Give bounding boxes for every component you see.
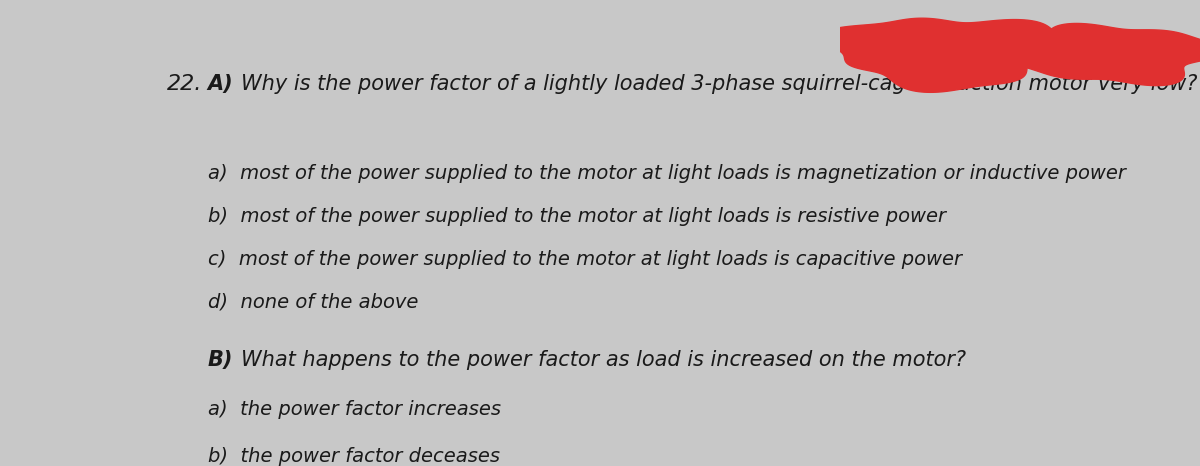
Text: A): A) [208, 74, 233, 94]
Text: b)  most of the power supplied to the motor at light loads is resistive power: b) most of the power supplied to the mot… [208, 206, 946, 226]
Polygon shape [821, 18, 1073, 92]
Text: c)  most of the power supplied to the motor at light loads is capacitive power: c) most of the power supplied to the mot… [208, 250, 961, 269]
Text: What happens to the power factor as load is increased on the motor?: What happens to the power factor as load… [241, 350, 966, 370]
Polygon shape [986, 38, 1078, 58]
Text: b)  the power factor deceases: b) the power factor deceases [208, 447, 499, 466]
Polygon shape [1010, 23, 1200, 86]
Text: a)  the power factor increases: a) the power factor increases [208, 400, 500, 419]
Text: Why is the power factor of a lightly loaded 3-phase squirrel-cage induction moto: Why is the power factor of a lightly loa… [241, 74, 1198, 94]
Text: B): B) [208, 350, 233, 370]
Text: d)  none of the above: d) none of the above [208, 293, 418, 312]
Text: a)  most of the power supplied to the motor at light loads is magnetization or i: a) most of the power supplied to the mot… [208, 164, 1126, 183]
Text: 22.: 22. [167, 74, 202, 94]
